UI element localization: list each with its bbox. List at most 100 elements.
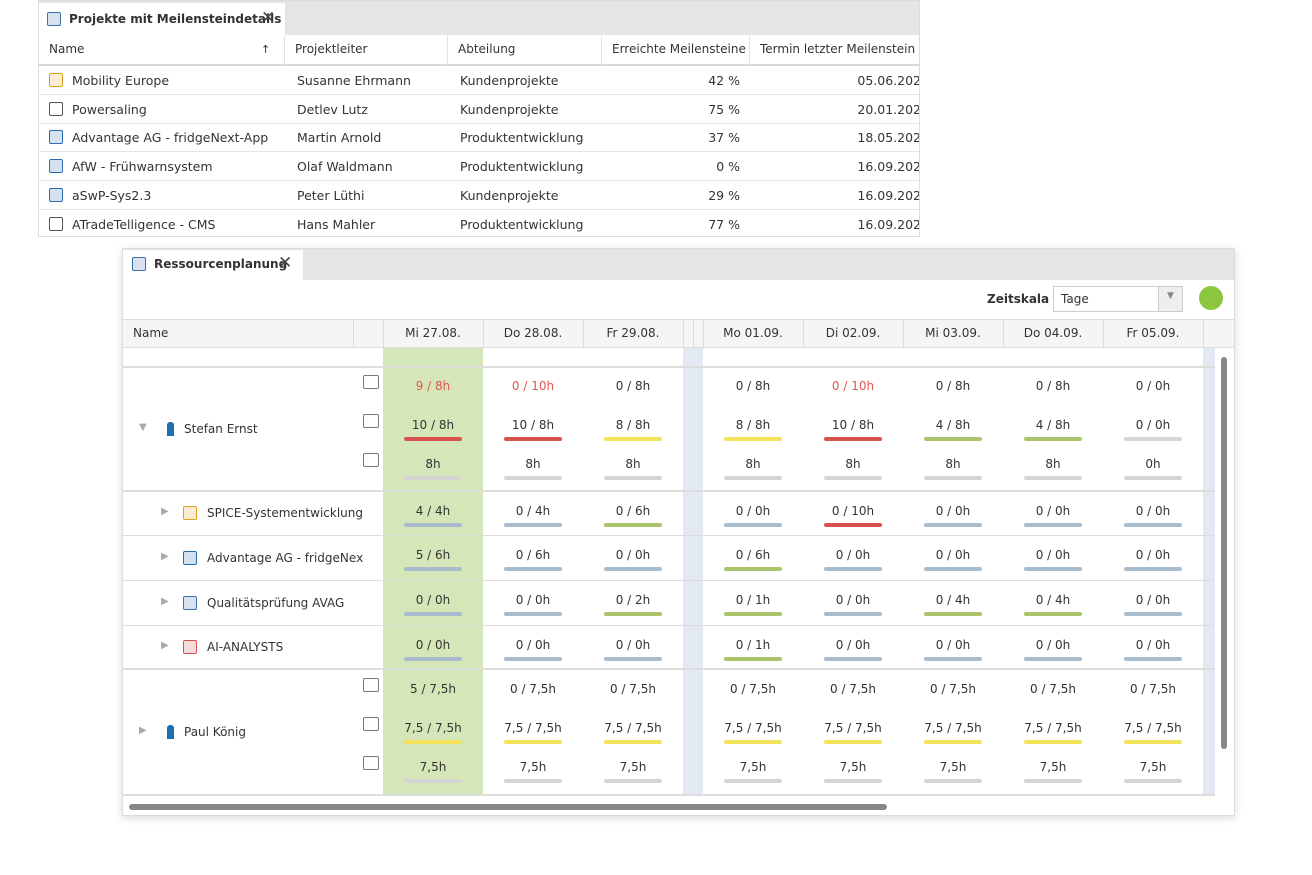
cell-value[interactable]: 0 / 0h (1035, 504, 1071, 518)
table-row[interactable] (39, 95, 919, 124)
cell-value[interactable]: 8h (1045, 457, 1061, 471)
cell-value[interactable]: 5 / 7,5h (410, 682, 456, 696)
cell-value[interactable]: 7,5h (739, 760, 767, 774)
tab[interactable]: Ressourcenplanung ✕ (123, 250, 303, 280)
day-header[interactable]: Mo 01.09. (723, 326, 783, 340)
cell-value[interactable]: 7,5 / 7,5h (824, 721, 882, 735)
cell-value[interactable]: 0 / 0h (615, 638, 651, 652)
cell-value[interactable]: 0 / 0h (935, 504, 971, 518)
refresh-button[interactable] (1199, 286, 1223, 310)
cell-value[interactable]: 0 / 7,5h (510, 682, 556, 696)
cell-value[interactable]: 0 / 8h (1035, 379, 1071, 393)
cell-value[interactable]: 7,5 / 7,5h (504, 721, 562, 735)
column-header[interactable]: Projektleiter (285, 36, 448, 65)
cell-value[interactable]: 0 / 0h (935, 548, 971, 562)
table-row[interactable] (39, 123, 919, 153)
cell-value[interactable]: 0 / 0h (1135, 593, 1171, 607)
expand-toggle[interactable]: ▶ (161, 595, 169, 607)
cell-value[interactable]: 8h (745, 457, 761, 471)
cell-value[interactable]: 4 / 8h (935, 418, 971, 432)
cell-value[interactable]: 0 / 8h (615, 379, 651, 393)
day-header[interactable]: Do 28.08. (503, 326, 563, 340)
cell-value[interactable]: 0 / 4h (515, 504, 551, 518)
cell-value[interactable]: 0 / 7,5h (1130, 682, 1176, 696)
cell-value[interactable]: 0 / 0h (1135, 379, 1171, 393)
cell-value[interactable]: 8h (525, 457, 541, 471)
expand-toggle[interactable]: ▶ (161, 640, 169, 651)
cell-value[interactable]: 7,5h (1039, 760, 1067, 774)
cell-value[interactable]: 7,5 / 7,5h (724, 721, 782, 735)
cell-value[interactable]: 7,5 / 7,5h (1124, 721, 1182, 735)
day-header[interactable]: Di 02.09. (825, 326, 881, 340)
cell-value[interactable]: 8h (945, 457, 961, 471)
cell-value[interactable]: 0 / 0h (415, 638, 451, 652)
cell-value[interactable]: 0 / 8h (735, 379, 771, 393)
cell-value[interactable]: 0 / 7,5h (610, 682, 656, 696)
cell-value[interactable]: 7,5h (1139, 760, 1167, 774)
close-button[interactable]: ✕ (261, 8, 276, 28)
cell-value[interactable]: 0 / 2h (615, 593, 651, 607)
cell-value[interactable]: 0 / 0h (835, 638, 871, 652)
expand-toggle[interactable]: ▶ (139, 725, 147, 736)
resource-row[interactable] (123, 536, 1215, 581)
expand-toggle[interactable]: ▶ (161, 506, 169, 517)
column-header[interactable]: Abteilung (448, 36, 602, 65)
resource-row[interactable] (123, 492, 1215, 536)
cell-value[interactable]: 0 / 0h (1035, 638, 1071, 652)
cell-value[interactable]: 0 / 0h (935, 638, 971, 652)
resource-row[interactable] (123, 670, 1215, 796)
cell-value[interactable]: 8h (425, 457, 441, 471)
cell-value[interactable]: 9 / 8h (415, 379, 451, 393)
cell-value[interactable]: 4 / 4h (415, 504, 451, 518)
cell-value[interactable]: 7,5h (619, 760, 647, 774)
cell-value[interactable]: 0 / 0h (415, 593, 451, 607)
table-row[interactable] (39, 66, 919, 95)
cell-value[interactable]: 7,5 / 7,5h (924, 721, 982, 735)
close-button[interactable]: ✕ (278, 253, 293, 273)
column-header[interactable]: Name (39, 36, 285, 65)
day-header[interactable]: Fr 05.09. (1126, 326, 1180, 340)
cell-value[interactable]: 0 / 10h (511, 379, 555, 393)
column-header[interactable]: Erreichte Meilensteine (602, 36, 750, 65)
cell-value[interactable]: 8 / 8h (735, 418, 771, 432)
day-header[interactable]: Do 04.09. (1023, 326, 1083, 340)
cell-value[interactable]: 0 / 7,5h (830, 682, 876, 696)
cell-value[interactable]: 7,5 / 7,5h (604, 721, 662, 735)
cell-value[interactable]: 0 / 7,5h (930, 682, 976, 696)
cell-value[interactable]: 0 / 10h (831, 379, 875, 393)
vertical-scrollbar[interactable] (1221, 357, 1227, 749)
expand-toggle[interactable]: ▶ (161, 550, 169, 562)
cell-value[interactable]: 0 / 1h (735, 593, 771, 607)
cell-value[interactable]: 0 / 7,5h (1030, 682, 1076, 696)
cell-value[interactable]: 10 / 8h (411, 418, 455, 432)
horizontal-scrollbar[interactable] (129, 804, 887, 810)
cell-value[interactable]: 8h (625, 457, 641, 471)
day-header[interactable]: Mi 27.08. (405, 326, 461, 340)
cell-value[interactable]: 0 / 0h (1135, 504, 1171, 518)
cell-value[interactable]: 0 / 6h (515, 548, 551, 562)
cell-value[interactable]: 0 / 0h (1135, 638, 1171, 652)
cell-value[interactable]: 0 / 7,5h (730, 682, 776, 696)
table-row[interactable] (39, 181, 919, 210)
day-header[interactable]: Fr 29.08. (606, 326, 660, 340)
scale-select[interactable]: Tage ▼ (1053, 286, 1183, 312)
cell-value[interactable]: 0 / 0h (735, 504, 771, 518)
cell-value[interactable]: 5 / 6h (415, 548, 451, 562)
cell-value[interactable]: 0 / 0h (1135, 418, 1171, 432)
cell-value[interactable]: 0 / 0h (1035, 548, 1071, 562)
resource-row[interactable] (123, 367, 1215, 492)
cell-value[interactable]: 0 / 8h (935, 379, 971, 393)
cell-value[interactable]: 8h (845, 457, 861, 471)
cell-value[interactable]: 0 / 0h (835, 593, 871, 607)
table-row[interactable] (39, 152, 919, 182)
cell-value[interactable]: 0 / 6h (615, 504, 651, 518)
cell-value[interactable]: 0 / 6h (735, 548, 771, 562)
cell-value[interactable]: 0h (1145, 457, 1161, 471)
cell-value[interactable]: 0 / 0h (515, 638, 551, 652)
cell-value[interactable]: 4 / 8h (1035, 418, 1071, 432)
cell-value[interactable]: 7,5 / 7,5h (1024, 721, 1082, 735)
cell-value[interactable]: 7,5h (519, 760, 547, 774)
cell-value[interactable]: 0 / 10h (831, 504, 875, 518)
cell-value[interactable]: 0 / 1h (735, 638, 771, 652)
cell-value[interactable]: 0 / 4h (935, 593, 971, 607)
